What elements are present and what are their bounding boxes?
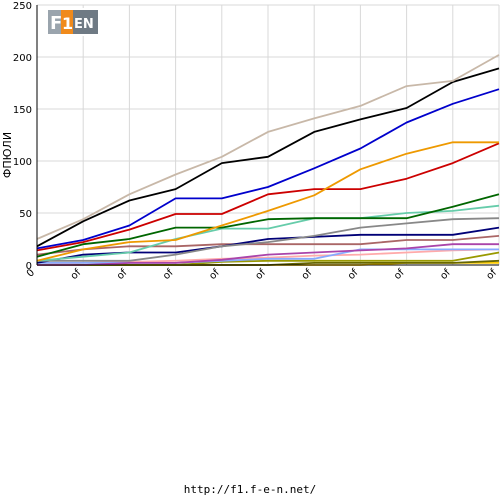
series-line-2 <box>36 67 500 248</box>
y-tick-label: 250 <box>13 1 32 12</box>
series-line-6 <box>36 193 500 258</box>
grid <box>36 4 500 266</box>
svg-text:F: F <box>50 13 62 34</box>
series-line-8 <box>37 217 500 262</box>
series-line-1 <box>36 54 500 240</box>
svg-text:EN: EN <box>74 17 94 32</box>
x-tick-label: of <box>207 267 222 282</box>
x-tick-label: of <box>115 267 130 282</box>
x-tick-label: of <box>254 267 269 282</box>
y-tick-label: 0 <box>26 261 32 272</box>
y-tick-label: 100 <box>13 157 32 168</box>
y-tick-label: 50 <box>19 209 32 220</box>
series-line-7 <box>36 204 500 262</box>
x-tick-label: of <box>69 267 84 282</box>
x-tick-label: of <box>300 267 315 282</box>
svg-text:1: 1 <box>62 14 73 33</box>
x-tick-label: of <box>438 267 453 282</box>
y-tick-label: 150 <box>13 105 32 116</box>
series-line-5 <box>36 142 500 252</box>
x-tick-label: of <box>485 267 500 282</box>
footer-url[interactable]: http://f1.f-e-n.net/ <box>183 483 317 496</box>
y-tick-label: 200 <box>13 53 32 64</box>
x-tick-label: 0 <box>25 267 37 279</box>
series-line-11 <box>37 243 499 266</box>
axes <box>36 5 499 266</box>
x-tick-label: of <box>392 267 407 282</box>
y-axis-label: ФПЮЛИ <box>1 132 14 178</box>
x-tick-label: of <box>346 267 361 282</box>
f1en-logo: F 1 EN <box>47 8 99 36</box>
series-line-4 <box>36 141 499 262</box>
series-line-3 <box>36 88 500 250</box>
series-line-10 <box>36 235 500 256</box>
x-tick-label: of <box>161 267 176 282</box>
